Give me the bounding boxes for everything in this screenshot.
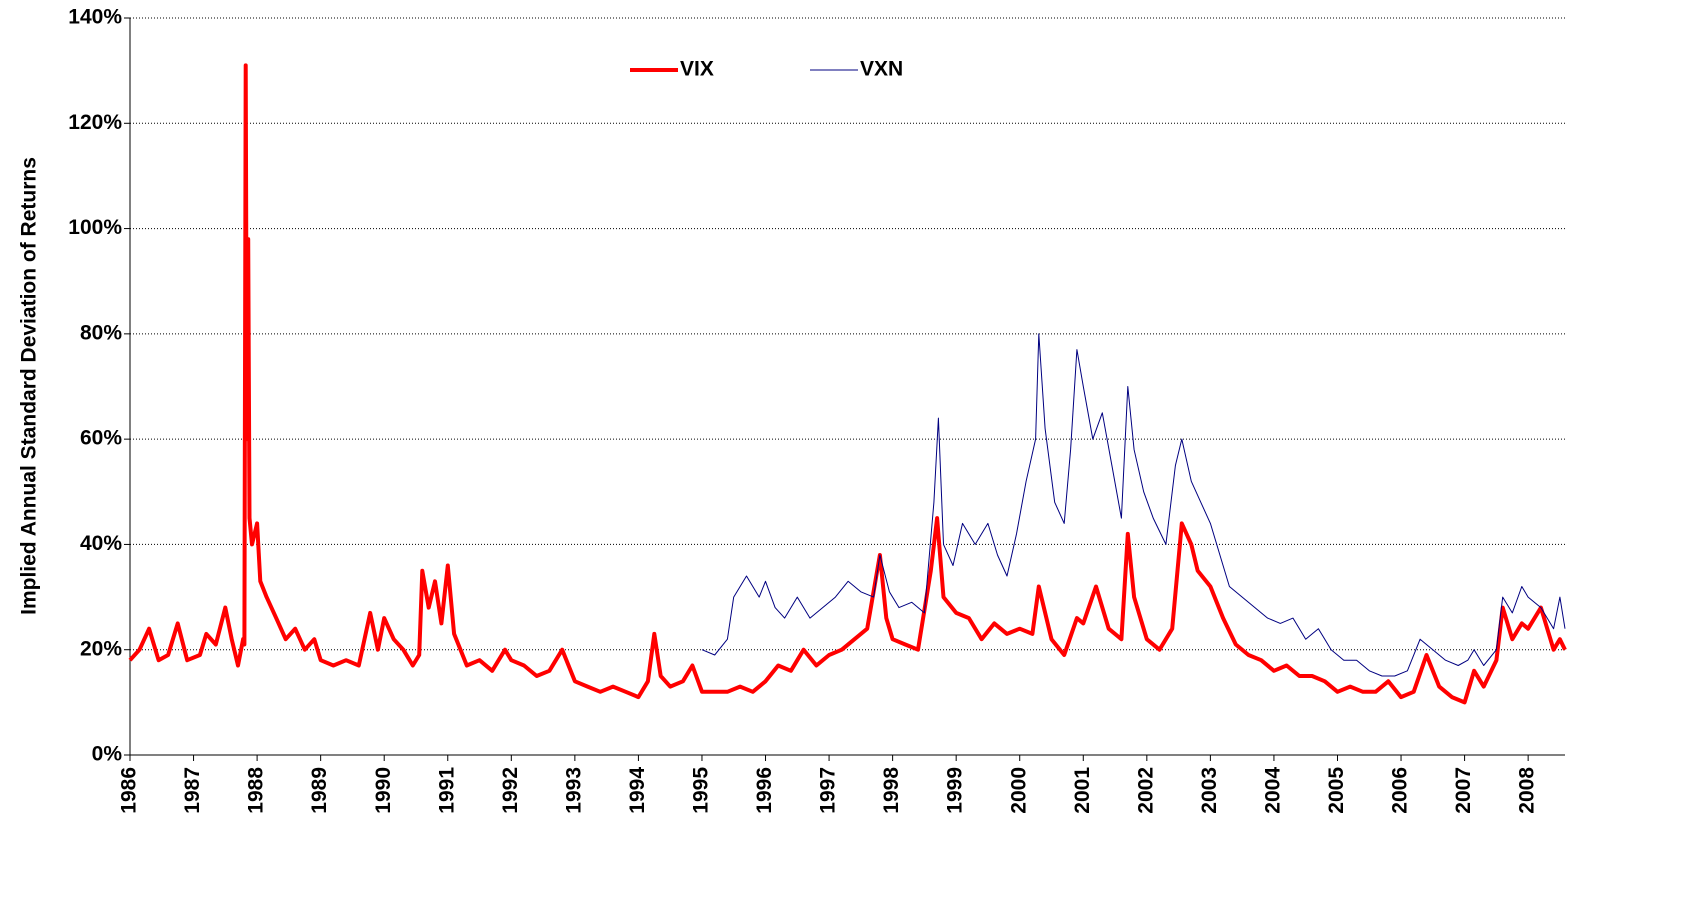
y-tick-label: 140% [68, 6, 122, 29]
series-line [701, 333, 1566, 677]
x-tick-label: 2001 [1071, 767, 1094, 814]
x-tick-label: 1988 [245, 767, 268, 814]
x-tick-label: 2003 [1198, 767, 1221, 814]
x-tick-label: 1999 [944, 767, 967, 814]
x-tick-label: 1996 [753, 767, 776, 814]
x-tick-label: 1991 [435, 767, 458, 814]
x-tick-label: 1987 [181, 767, 204, 814]
legend-label: VXN [860, 58, 903, 81]
x-tick-label: 2007 [1452, 767, 1475, 814]
x-tick-label: 1990 [372, 767, 395, 814]
series-line [128, 63, 1567, 705]
y-tick-label: 20% [80, 637, 122, 660]
x-tick-label: 1989 [308, 767, 331, 814]
x-tick-label: 1997 [817, 767, 840, 814]
y-tick-label: 40% [80, 532, 122, 555]
x-tick-label: 2005 [1325, 767, 1348, 814]
y-tick-label: 80% [80, 321, 122, 344]
x-tick-label: 2004 [1261, 767, 1284, 814]
x-tick-label: 2008 [1516, 767, 1539, 814]
x-tick-label: 2002 [1134, 767, 1157, 814]
x-tick-label: 1995 [690, 767, 713, 814]
y-tick-label: 60% [80, 427, 122, 450]
x-tick-label: 2000 [1007, 767, 1030, 814]
x-tick-label: 1992 [499, 767, 522, 814]
y-axis-label: Implied Annual Standard Deviation of Ret… [18, 157, 41, 615]
x-tick-label: 2006 [1389, 767, 1412, 814]
x-tick-label: 1994 [626, 767, 649, 814]
legend-label: VIX [680, 58, 714, 81]
y-tick-label: 120% [68, 111, 122, 134]
x-tick-label: 1986 [118, 767, 141, 814]
x-tick-label: 1993 [562, 767, 585, 814]
y-tick-label: 100% [68, 216, 122, 239]
y-tick-label: 0% [92, 743, 123, 766]
x-tick-label: 1998 [880, 767, 903, 814]
